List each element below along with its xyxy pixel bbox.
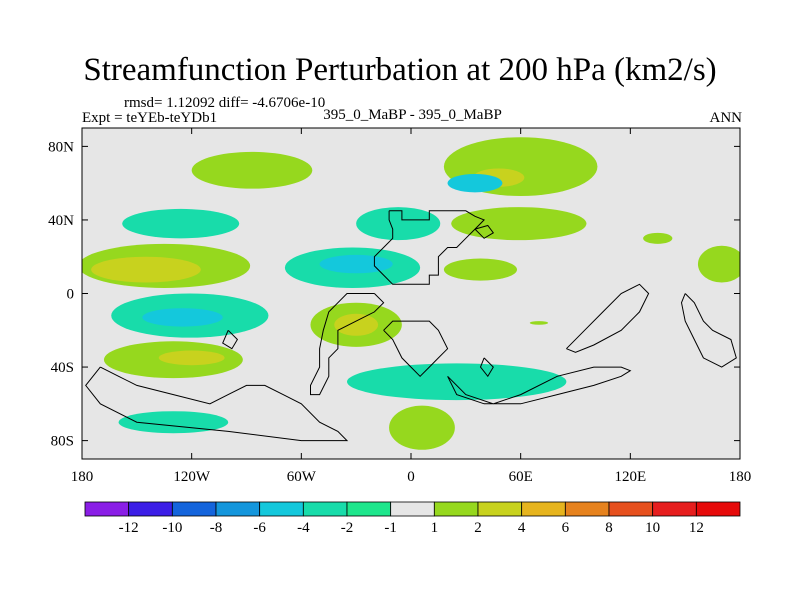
colorbar-swatch — [390, 501, 435, 517]
contour-region-small-mid-high — [529, 321, 549, 325]
colorbar-swatch — [259, 501, 304, 517]
contour-region-n-pacific-core-2 — [447, 173, 503, 193]
coastline-segment — [85, 366, 349, 442]
x-tick-label: 60W — [287, 469, 317, 485]
colorbar-swatch — [564, 501, 610, 517]
colorbar-labels: -12 -10 -8 -6 -4 -2 -1 1 2 4 6 8 10 12 — [119, 520, 704, 536]
colorbar-label: -12 — [119, 520, 139, 536]
x-tick-label: 120E — [614, 469, 646, 485]
coastline-segment — [447, 366, 632, 405]
contour-region-s-atlantic-core — [334, 313, 379, 336]
colorbar-label: 1 — [431, 520, 439, 536]
contour-region-southern-low — [118, 411, 229, 434]
colorbar-swatch — [171, 501, 217, 517]
y-tick-label: 40N — [48, 213, 74, 229]
contour-region-trop-high-west-core — [91, 256, 201, 283]
x-tick-label: 180 — [71, 469, 94, 485]
colorbar-label: 6 — [562, 520, 570, 536]
colorbar-label: -6 — [253, 520, 266, 536]
colorbar-swatch — [521, 501, 566, 517]
map-background — [82, 128, 740, 459]
colorbar-label: 2 — [474, 520, 482, 536]
chart-title: Streamfunction Perturbation at 200 hPa (… — [83, 52, 717, 88]
season-label: ANN — [709, 110, 743, 126]
contour-region-trop-high-east — [697, 245, 740, 283]
colorbar-label: -1 — [384, 520, 397, 536]
y-tick-label: 80S — [51, 434, 74, 450]
y-axis-labels: 80N 40N 0 40S 80S — [48, 139, 74, 449]
colorbar-swatch — [84, 501, 130, 517]
colorbar-swatch — [608, 501, 654, 517]
x-tick-label: 120W — [173, 469, 211, 485]
experiment-label: Expt = teYEb-teYDb1 — [82, 110, 218, 126]
colorbar-label: 10 — [645, 520, 660, 536]
x-tick-label: 0 — [407, 469, 415, 485]
colorbar — [84, 501, 741, 517]
contour-region-small-high — [643, 232, 673, 244]
colorbar-label: 8 — [605, 520, 613, 536]
coastline-segment — [566, 283, 650, 353]
x-tick-label: 60E — [509, 469, 533, 485]
contour-region-w-pacific-high — [451, 207, 587, 241]
colorbar-label: -10 — [162, 520, 182, 536]
y-tick-label: 40S — [51, 360, 74, 376]
coastline-layer — [85, 210, 737, 442]
contour-region-n-africa-low — [356, 207, 441, 241]
contour-region-s-indian-low — [347, 363, 567, 401]
x-axis-labels: 180 120W 60W 0 60E 120E 180 — [71, 469, 752, 485]
colorbar-label: -4 — [297, 520, 310, 536]
colorbar-swatch — [652, 501, 697, 517]
contour-region-equatorial-low-core — [319, 254, 393, 274]
contour-region-s-ocean-high-core — [158, 350, 225, 366]
colorbar-swatch — [128, 501, 173, 517]
axis-ticks — [81, 128, 741, 459]
colorbar-label: -2 — [341, 520, 354, 536]
contour-region-n-atlantic-high — [191, 151, 313, 189]
contour-region-s-pacific-low-core — [142, 308, 223, 327]
colorbar-swatch — [215, 501, 261, 517]
x-tick-label: 180 — [729, 469, 752, 485]
stats-label: rmsd= 1.12092 diff= -4.6706e-10 — [124, 95, 326, 111]
coastline-segment — [680, 293, 737, 368]
contour-region-southern-high — [389, 405, 455, 450]
colorbar-label: 12 — [689, 520, 704, 536]
colorbar-swatch — [433, 501, 479, 517]
contour-region-nw-atlantic-low — [122, 208, 240, 239]
coastline-segment — [310, 293, 385, 396]
contour-region-equatorial-high-east — [443, 258, 518, 281]
colorbar-label: -8 — [210, 520, 223, 536]
coastline-segment — [479, 357, 494, 378]
colorbar-swatch — [346, 501, 392, 517]
y-tick-label: 0 — [67, 287, 75, 303]
colorbar-swatch — [302, 501, 348, 517]
colorbar-swatch — [477, 501, 523, 517]
colorbar-swatch — [695, 501, 741, 517]
colorbar-label: 4 — [518, 520, 526, 536]
contour-fill-layer — [82, 137, 740, 450]
coastline-segment — [373, 210, 485, 285]
coastline-segment — [222, 329, 239, 350]
case-label: 395_0_MaBP - 395_0_MaBP — [323, 107, 502, 123]
coastline-segment — [383, 320, 449, 378]
y-tick-label: 80N — [48, 139, 74, 155]
coastline-segment — [474, 224, 495, 239]
